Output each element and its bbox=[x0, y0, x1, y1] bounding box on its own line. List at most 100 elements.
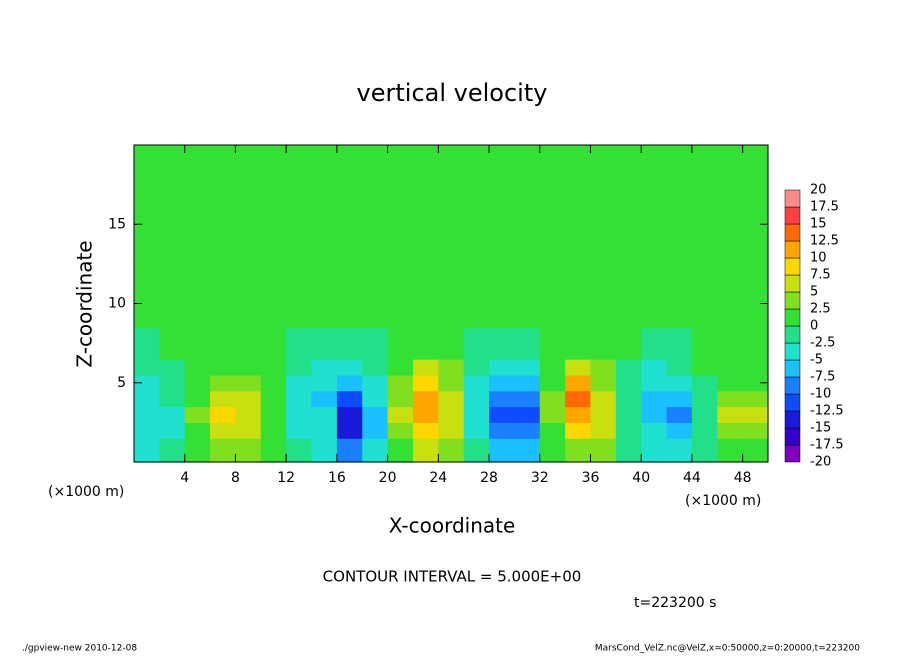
field-cell bbox=[489, 192, 515, 265]
x-tick-label: 24 bbox=[429, 470, 447, 486]
field-cell bbox=[590, 327, 617, 360]
field-cell bbox=[286, 358, 313, 376]
field-cell bbox=[260, 406, 287, 423]
field-cell bbox=[438, 358, 465, 376]
x-tick-label: 36 bbox=[582, 470, 600, 486]
field-cell bbox=[666, 263, 693, 328]
field-cell bbox=[134, 358, 160, 376]
field-cell bbox=[184, 263, 211, 328]
field-cell bbox=[565, 374, 592, 392]
field-cell bbox=[641, 358, 668, 376]
field-cell bbox=[235, 192, 262, 265]
field-cell bbox=[210, 422, 237, 439]
field-cell bbox=[235, 390, 262, 408]
field-cell bbox=[286, 192, 313, 265]
field-cell bbox=[717, 358, 744, 376]
field-cell bbox=[489, 263, 515, 328]
field-cell bbox=[387, 390, 414, 408]
field-cell bbox=[463, 438, 490, 463]
colorbar-label: -5 bbox=[810, 353, 823, 368]
field-cell bbox=[615, 390, 642, 408]
colorbar-label: 7.5 bbox=[810, 268, 831, 283]
field-cell bbox=[336, 145, 363, 194]
y-axis-label: Z-coordinate bbox=[73, 240, 97, 367]
field-cell bbox=[438, 374, 465, 392]
field-cell bbox=[463, 327, 490, 360]
field-cell bbox=[362, 327, 389, 360]
field-cell bbox=[260, 438, 287, 463]
field-cell bbox=[641, 390, 668, 408]
field-cell bbox=[362, 145, 389, 194]
field-cell bbox=[590, 422, 617, 439]
field-cell bbox=[210, 438, 237, 463]
x-tick-label: 4 bbox=[180, 470, 189, 486]
field-cell bbox=[438, 145, 465, 194]
field-cell bbox=[539, 422, 566, 439]
field-cell bbox=[742, 374, 769, 392]
field-cell bbox=[336, 406, 363, 423]
colorbar-swatch bbox=[784, 427, 801, 446]
field-cell bbox=[412, 438, 439, 463]
field-cell bbox=[489, 422, 515, 439]
footer-left: ./gpview-new 2010-12-08 bbox=[22, 644, 137, 654]
field-cell bbox=[134, 438, 160, 463]
field-cell bbox=[742, 327, 769, 360]
colorbar-swatch bbox=[784, 359, 801, 378]
field-cell bbox=[615, 327, 642, 360]
field-cell bbox=[590, 358, 617, 376]
field-cell bbox=[565, 192, 592, 265]
field-cell bbox=[412, 327, 439, 360]
field-cell bbox=[590, 192, 617, 265]
axes: 4 8 12 16 20 24 28 32 36 40 44 4851015-20-17.5-15-1… bbox=[108, 144, 844, 486]
field-cell bbox=[235, 263, 262, 328]
field-cell bbox=[742, 192, 769, 265]
colorbar-swatch bbox=[784, 206, 801, 225]
field-cell bbox=[463, 422, 490, 439]
field-cell bbox=[184, 358, 211, 376]
field-cell bbox=[387, 145, 414, 194]
field-cell bbox=[615, 192, 642, 265]
field-cell bbox=[539, 263, 566, 328]
field-cell bbox=[184, 145, 211, 194]
field-cell bbox=[666, 192, 693, 265]
field-cell bbox=[489, 438, 515, 463]
field-cell bbox=[286, 390, 313, 408]
field-cell bbox=[134, 374, 160, 392]
field-cell bbox=[742, 422, 769, 439]
colorbar-label: 0 bbox=[810, 319, 818, 334]
field-cell bbox=[387, 263, 414, 328]
time-label: t=223200 s bbox=[634, 595, 716, 611]
field-cell bbox=[286, 438, 313, 463]
field-cell bbox=[463, 406, 490, 423]
field-cell bbox=[159, 406, 186, 423]
field-cell bbox=[362, 192, 389, 265]
field-cell bbox=[615, 422, 642, 439]
field-cell bbox=[311, 422, 338, 439]
colorbar-label: 10 bbox=[810, 251, 827, 266]
field-cell bbox=[565, 422, 592, 439]
field-cell bbox=[463, 358, 490, 376]
colorbar-label: 17.5 bbox=[810, 200, 839, 215]
field-cell bbox=[742, 438, 769, 463]
field-cell bbox=[691, 358, 718, 376]
field-cell bbox=[438, 390, 465, 408]
colorbar-label: -17.5 bbox=[810, 438, 844, 453]
field-cell bbox=[286, 263, 313, 328]
field-cell bbox=[362, 438, 389, 463]
field-cell bbox=[159, 192, 186, 265]
field-cell bbox=[691, 263, 718, 328]
field-cell bbox=[590, 438, 617, 463]
field-cell bbox=[260, 390, 287, 408]
field-cell bbox=[514, 327, 541, 360]
colorbar-label: 5 bbox=[810, 285, 818, 300]
field-cell bbox=[362, 390, 389, 408]
field-cell bbox=[210, 374, 237, 392]
colorbar-swatch bbox=[784, 308, 801, 327]
colorbar-swatch bbox=[784, 376, 801, 395]
field-cell bbox=[286, 406, 313, 423]
colorbar-swatch bbox=[784, 325, 801, 344]
field-cell bbox=[210, 358, 237, 376]
field-cell bbox=[311, 145, 338, 194]
field-cell bbox=[615, 406, 642, 423]
field-cell bbox=[336, 422, 363, 439]
